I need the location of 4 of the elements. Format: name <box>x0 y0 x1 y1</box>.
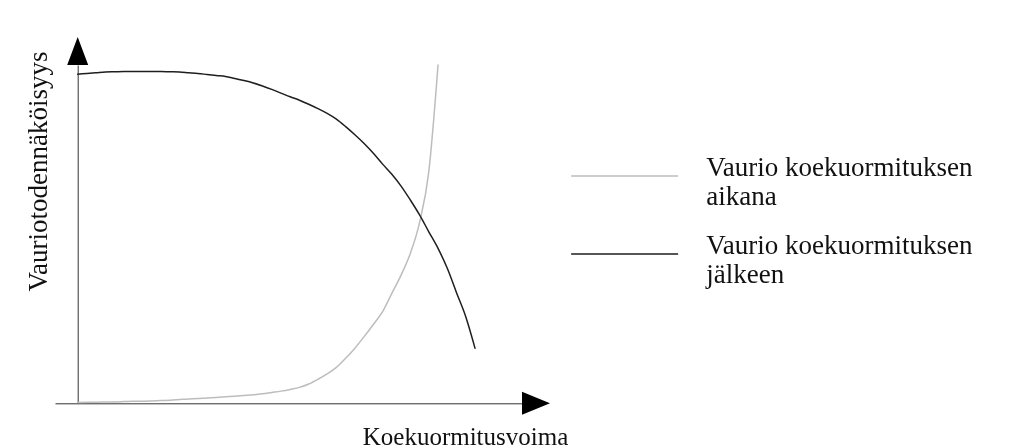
x-axis-title: Koekuormitusvoima <box>362 422 569 447</box>
legend-label: Vaurio koekuormituksen jälkeen <box>705 230 973 289</box>
y-axis-title: Vauriotodennäköisyys <box>23 51 54 292</box>
legend-label: Vaurio koekuormituksen aikana <box>706 152 973 211</box>
